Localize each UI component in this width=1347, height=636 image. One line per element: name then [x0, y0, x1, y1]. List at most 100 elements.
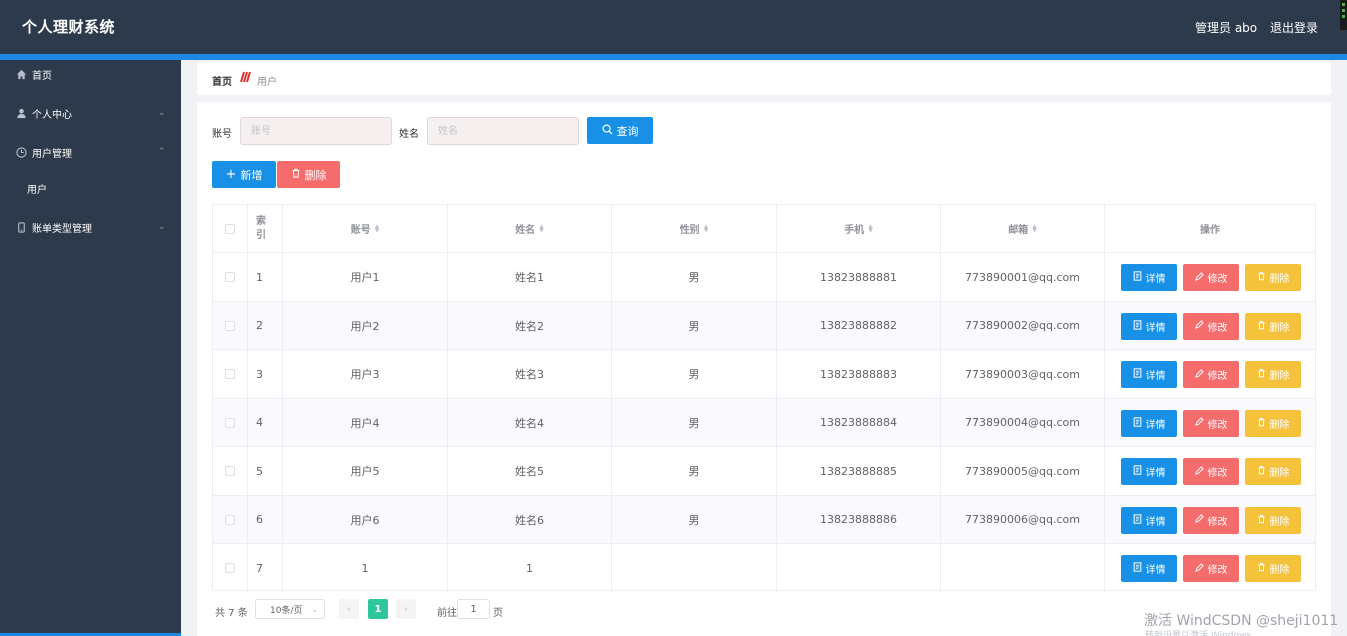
next-page-button[interactable]: ›: [396, 599, 416, 619]
batch-delete-button[interactable]: 删除: [277, 161, 340, 188]
edit-button[interactable]: 修改: [1183, 555, 1239, 582]
trash-icon: [1257, 465, 1266, 478]
edit-label: 修改: [1207, 419, 1228, 431]
query-button[interactable]: 查询: [587, 117, 653, 144]
detail-button[interactable]: 详情: [1121, 555, 1177, 582]
edit-button[interactable]: 修改: [1183, 409, 1239, 437]
row-checkbox[interactable]: [213, 398, 248, 447]
top-bar: 个人理财系统 管理员 abo 退出登录: [0, 0, 1347, 54]
page-size-select[interactable]: 10条/页 ⌄: [255, 599, 325, 619]
user-table: 索引 账号 ▲ ▼ 姓名 ▲ ▼ 性别 ▲ ▼ 手机 ▲ ▼ 邮箱 ▲ ▼ 操作 1 用户1 姓名1 男 1…: [212, 204, 1316, 592]
sidebar-scrollbar[interactable]: [0, 633, 181, 636]
row-checkbox[interactable]: [213, 301, 248, 350]
cell-actions: 详情 修改 删除: [1105, 350, 1315, 398]
trash-icon: [1257, 271, 1266, 284]
sidebar-item-users[interactable]: 用户: [0, 174, 181, 202]
sidebar-item-home[interactable]: 首页: [0, 60, 181, 88]
cell-account: 用户3: [283, 350, 448, 398]
sidebar-item-label: 首页: [32, 70, 52, 82]
user-icon: [15, 107, 27, 119]
detail-button[interactable]: 详情: [1121, 361, 1177, 388]
account-label: 账号: [212, 129, 232, 140]
logout-link[interactable]: 退出登录: [1270, 21, 1319, 35]
watermark-sub: 转到设置以激活 Windows: [1145, 631, 1252, 636]
cell-index: 2: [248, 301, 283, 350]
header-index: 索引: [248, 205, 283, 252]
edit-button[interactable]: 修改: [1183, 312, 1239, 340]
page-number[interactable]: 1: [368, 599, 388, 619]
header-phone[interactable]: 手机 ▲ ▼: [777, 205, 941, 252]
cell-account: 1: [283, 544, 448, 592]
clock-icon: [15, 146, 27, 158]
batch-delete-label: 删除: [304, 168, 327, 182]
select-all-checkbox[interactable]: [213, 205, 248, 252]
detail-button[interactable]: 详情: [1121, 506, 1177, 534]
detail-button[interactable]: 详情: [1121, 458, 1177, 485]
edit-button[interactable]: 修改: [1183, 458, 1239, 485]
header-email[interactable]: 邮箱 ▲ ▼: [941, 205, 1105, 252]
breadcrumb-home[interactable]: 首页: [212, 77, 232, 88]
table-row: 3 用户3 姓名3 男 13823888883 773890003@qq.com 详情 修改 删…: [213, 349, 1315, 398]
table-header: 索引 账号 ▲ ▼ 姓名 ▲ ▼ 性别 ▲ ▼ 手机 ▲ ▼ 邮箱 ▲ ▼ 操作: [213, 205, 1315, 252]
header-name[interactable]: 姓名 ▲ ▼: [448, 205, 612, 252]
row-checkbox[interactable]: [213, 447, 248, 495]
row-checkbox[interactable]: [213, 495, 248, 544]
cell-phone: 13823888885: [777, 447, 941, 495]
cell-email: 773890002@qq.com: [941, 301, 1105, 350]
trash-icon: [1257, 368, 1266, 381]
add-label: 新增: [240, 168, 263, 182]
detail-button[interactable]: 详情: [1121, 409, 1177, 437]
sidebar-item-personal-center[interactable]: 个人中心 ⌄: [0, 99, 181, 127]
detail-label: 详情: [1145, 371, 1166, 382]
cell-actions: 详情 修改 删除: [1105, 447, 1315, 495]
delete-button[interactable]: 删除: [1245, 264, 1301, 291]
cell-gender: 男: [612, 253, 777, 301]
goto-page-input[interactable]: 1: [457, 599, 490, 619]
cell-gender: 男: [612, 350, 777, 398]
trash-icon: [1257, 320, 1266, 333]
breadcrumb-current: 用户: [257, 77, 277, 88]
detail-label: 详情: [1145, 468, 1166, 479]
accent-bar: [0, 54, 1347, 60]
sidebar-item-bill-type[interactable]: 账单类型管理 ⌄: [0, 213, 181, 241]
account-input[interactable]: [240, 117, 392, 145]
row-checkbox[interactable]: [213, 544, 248, 592]
cell-account: 用户2: [283, 301, 448, 350]
search-icon: [602, 124, 613, 138]
header-account[interactable]: 账号 ▲ ▼: [283, 205, 448, 252]
name-label: 姓名: [399, 129, 419, 140]
delete-button[interactable]: 删除: [1245, 555, 1301, 582]
delete-button[interactable]: 删除: [1245, 458, 1301, 485]
cell-email: 773890005@qq.com: [941, 447, 1105, 495]
name-input[interactable]: [427, 117, 579, 145]
detail-button[interactable]: 详情: [1121, 312, 1177, 340]
detail-button[interactable]: 详情: [1121, 264, 1177, 291]
cell-email: 773890006@qq.com: [941, 495, 1105, 544]
edit-button[interactable]: 修改: [1183, 506, 1239, 534]
trash-icon: [1257, 562, 1266, 575]
cell-actions: 详情 修改 删除: [1105, 302, 1315, 350]
delete-button[interactable]: 删除: [1245, 312, 1301, 340]
delete-button[interactable]: 删除: [1245, 409, 1301, 437]
edit-button[interactable]: 修改: [1183, 361, 1239, 388]
sidebar-item-user-management[interactable]: 用户管理 ⌃: [0, 138, 181, 166]
edit-button[interactable]: 修改: [1183, 264, 1239, 291]
cell-index: 1: [248, 253, 283, 301]
header-name-label: 姓名: [515, 225, 536, 236]
delete-button[interactable]: 删除: [1245, 361, 1301, 388]
delete-button[interactable]: 删除: [1245, 506, 1301, 534]
chevron-down-icon: ⌄: [311, 604, 318, 614]
document-icon: [1133, 465, 1142, 478]
add-button[interactable]: + 新增: [212, 161, 276, 188]
cell-name: 姓名1: [448, 253, 612, 301]
header-gender[interactable]: 性别 ▲ ▼: [612, 205, 777, 252]
row-checkbox[interactable]: [213, 350, 248, 398]
cell-name: 姓名6: [448, 495, 612, 544]
cell-actions: 详情 修改 删除: [1105, 399, 1315, 447]
header-gender-label: 性别: [679, 225, 700, 236]
prev-page-button[interactable]: ‹: [339, 599, 359, 619]
row-checkbox[interactable]: [213, 253, 248, 301]
pencil-icon: [1194, 368, 1204, 381]
plus-icon: +: [225, 167, 237, 182]
cell-index: 7: [248, 544, 283, 592]
